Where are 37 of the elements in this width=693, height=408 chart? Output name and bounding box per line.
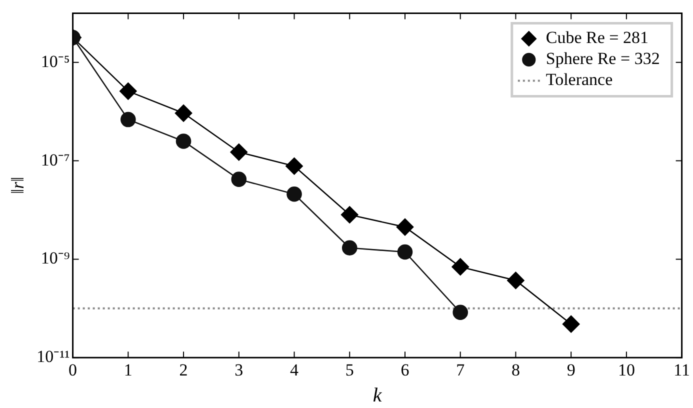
point: [507, 272, 524, 290]
x-tick-label: 6: [400, 360, 410, 380]
x-tick-label: 5: [345, 360, 354, 380]
point: [397, 244, 413, 260]
y-tick-label: 10⁻⁷: [40, 150, 70, 170]
y-axis-title: ‖r‖: [8, 176, 28, 194]
y-tick-label: 10⁻⁹: [40, 248, 70, 268]
y-tick-label: 10⁻¹¹: [36, 347, 70, 366]
y-tick-label: 10⁻⁵: [40, 52, 70, 71]
x-tick-label: 8: [511, 360, 520, 380]
point: [562, 315, 580, 333]
x-tick-label: 4: [290, 360, 300, 380]
point: [174, 104, 192, 122]
point: [286, 157, 303, 175]
point: [176, 134, 192, 149]
legend-label: Sphere Re = 332: [546, 49, 660, 68]
point: [340, 206, 358, 224]
x-tick-label: 10: [618, 360, 635, 380]
point: [452, 258, 470, 276]
point: [452, 304, 468, 320]
point: [120, 112, 136, 128]
legend-label: Tolerance: [546, 70, 613, 90]
x-tick-label: 0: [68, 360, 78, 380]
x-tick-label: 9: [566, 360, 576, 380]
legend-label: Cube Re = 281: [546, 28, 648, 48]
point: [396, 218, 414, 236]
x-tick-label: 7: [456, 360, 466, 380]
x-tick-label: 3: [234, 360, 244, 380]
x-axis-title: k: [372, 384, 383, 406]
x-tick-label: 11: [674, 360, 690, 380]
x-tick-label: 2: [179, 360, 188, 380]
point: [231, 172, 247, 187]
x-tick-label: 1: [124, 360, 132, 380]
point: [120, 82, 137, 100]
point: [230, 143, 248, 161]
point: [286, 186, 302, 202]
point: [342, 240, 358, 256]
